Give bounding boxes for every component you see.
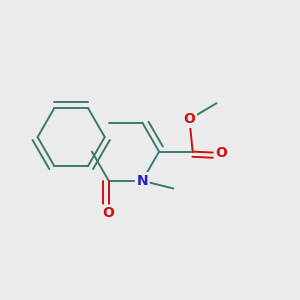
Text: O: O [184, 112, 195, 126]
Text: N: N [136, 174, 148, 188]
Text: O: O [215, 146, 227, 160]
Text: O: O [103, 206, 115, 220]
